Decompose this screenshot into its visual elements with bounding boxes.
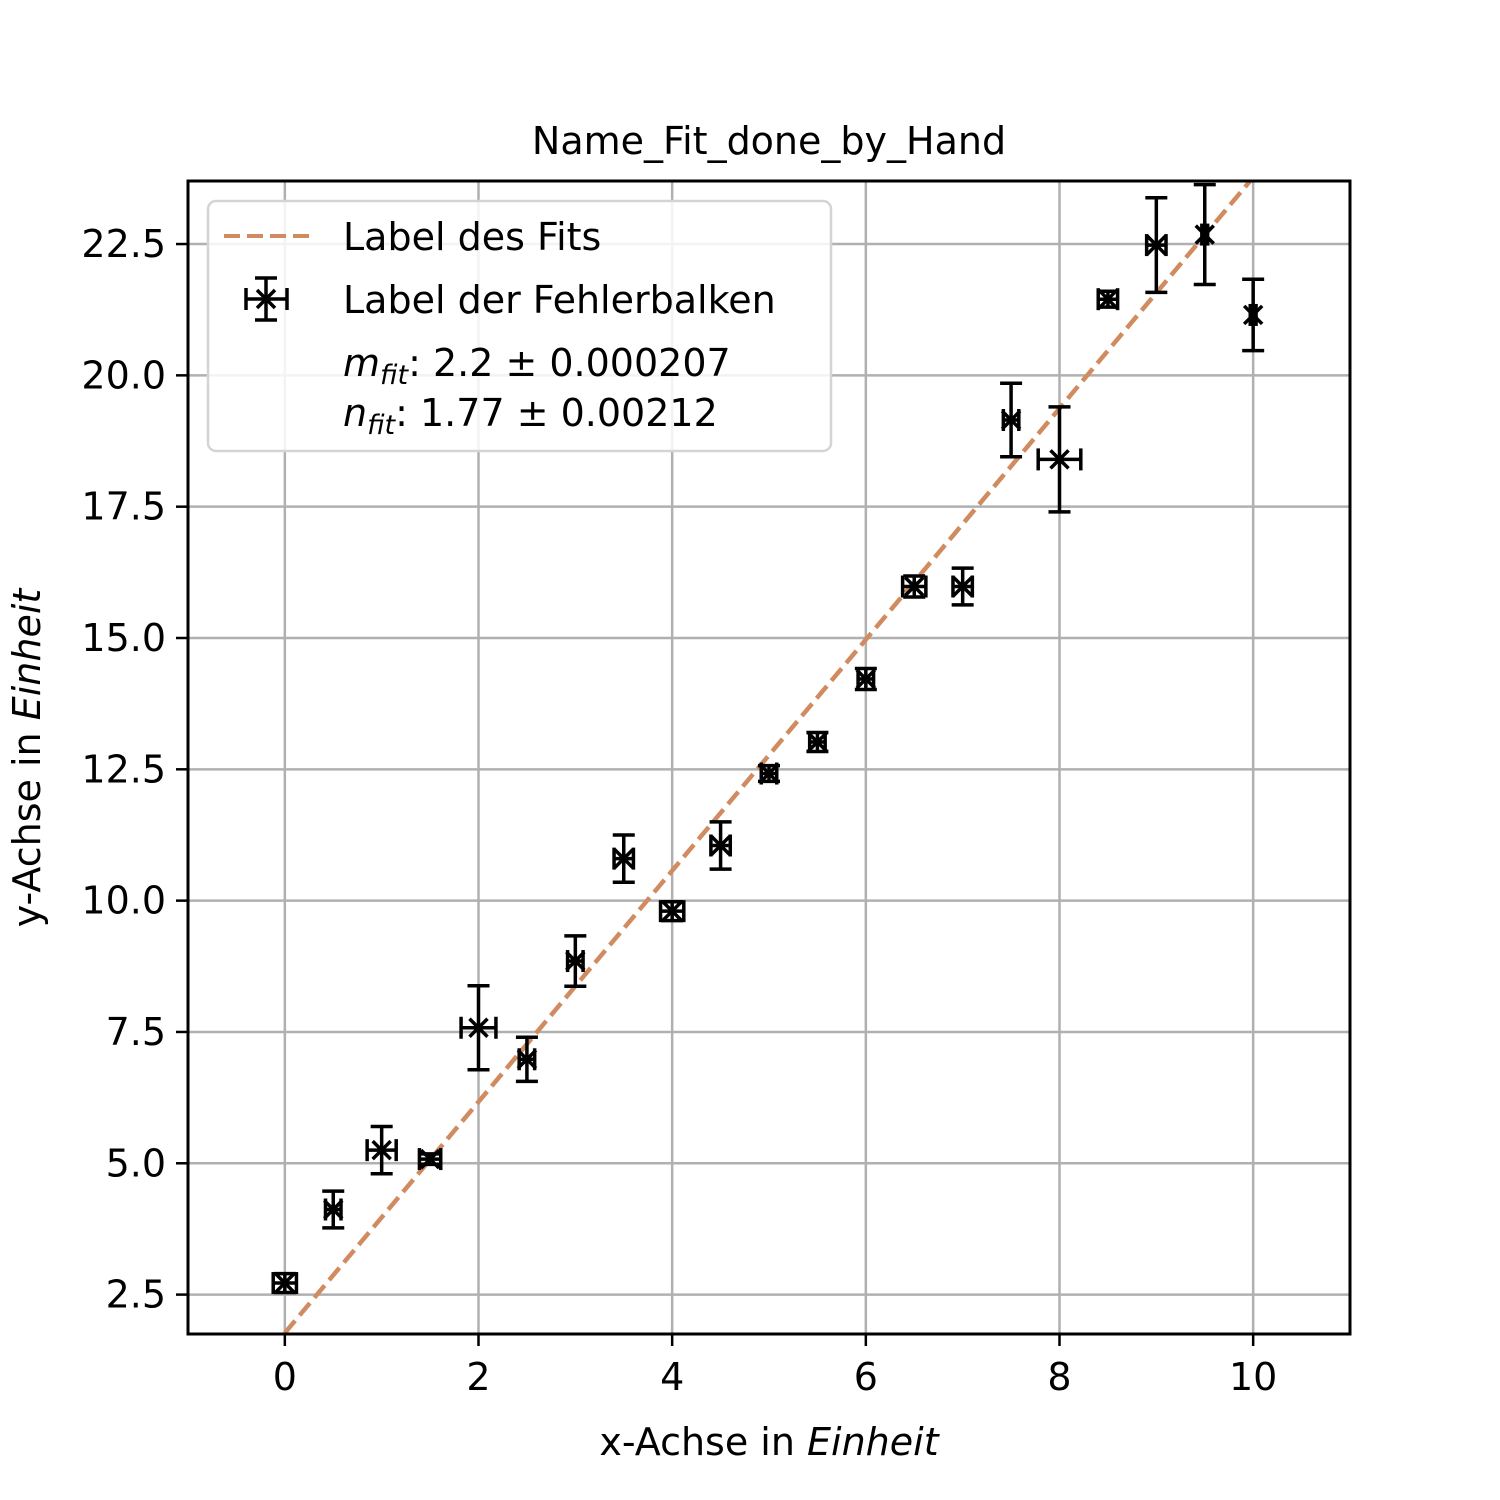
x-tick-label: 0	[273, 1355, 297, 1399]
x-marker	[1242, 304, 1264, 326]
legend-fit-label: Label des Fits	[343, 215, 601, 259]
y-tick-label: 10.0	[81, 879, 166, 923]
fit-layer	[283, 181, 1254, 1334]
data-point	[612, 833, 636, 885]
x-marker	[565, 950, 586, 972]
x-tick-label: 2	[466, 1355, 490, 1399]
y-axis-label-prefix: y-Achse in	[5, 720, 49, 927]
x-tick-label: 10	[1229, 1355, 1277, 1399]
annotation-m-symbol: m	[343, 341, 380, 385]
data-point	[951, 566, 975, 607]
data-point	[459, 983, 498, 1072]
y-axis-ticks: 2.5 5.0 7.5 10.0 12.5 15.0 17.5 20.0 22.5	[81, 222, 188, 1317]
data-point	[1000, 381, 1023, 459]
x-marker	[516, 1049, 538, 1070]
y-tick-label: 2.5	[106, 1273, 166, 1317]
x-marker	[904, 576, 925, 597]
annotation-m-subscript: fit	[380, 360, 409, 391]
x-axis-label-prefix: x-Achse in	[599, 1420, 807, 1464]
x-tick-label: 8	[1047, 1355, 1071, 1399]
data-point	[900, 574, 928, 599]
data-point	[758, 762, 780, 785]
data-points	[271, 182, 1265, 1295]
annotation-m-fit: mfit: 2.2 ± 0.000207	[343, 341, 731, 391]
x-marker	[468, 1017, 489, 1038]
annotation-n-subscript: fit	[367, 410, 396, 441]
annotation-n-text: : 1.77 ± 0.00212	[395, 391, 718, 435]
x-marker	[1194, 224, 1215, 245]
x-axis-label-unit: Einheit	[807, 1420, 941, 1464]
data-point	[806, 730, 829, 754]
x-marker	[1097, 288, 1119, 310]
data-point	[271, 1271, 299, 1295]
data-point	[322, 1189, 345, 1230]
x-marker	[1000, 409, 1022, 431]
y-tick-label: 12.5	[81, 747, 166, 791]
x-axis-ticks: 0 2 4 6 8 10	[273, 1334, 1277, 1399]
annotation-n-fit: nfit: 1.77 ± 0.00212	[343, 391, 718, 441]
annotation-n-symbol: n	[343, 391, 367, 435]
y-tick-label: 22.5	[81, 222, 166, 266]
x-marker	[661, 900, 683, 922]
y-tick-label: 17.5	[81, 485, 166, 529]
x-marker	[807, 731, 828, 753]
x-marker	[855, 668, 877, 690]
x-marker	[952, 576, 973, 597]
data-point	[1144, 196, 1168, 295]
y-tick-label: 5.0	[106, 1141, 166, 1185]
x-marker	[419, 1148, 441, 1170]
x-marker	[323, 1199, 344, 1220]
x-marker	[274, 1272, 296, 1294]
legend-box	[206, 199, 833, 453]
data-point	[564, 934, 587, 989]
y-tick-label: 15.0	[81, 616, 166, 660]
x-marker	[710, 835, 731, 856]
data-point	[854, 666, 877, 692]
data-point	[1096, 288, 1120, 311]
data-point	[515, 1035, 538, 1084]
data-point	[417, 1148, 443, 1171]
fit-line	[283, 181, 1254, 1334]
x-marker	[371, 1139, 392, 1161]
legend-errorbar-label: Label der Fehlerbalken	[343, 278, 776, 322]
data-point	[1242, 277, 1265, 353]
data-point	[709, 820, 733, 871]
data-point	[1036, 405, 1083, 514]
data-point	[658, 899, 686, 923]
legend: Label des Fits Label der Fehlerbalken mf…	[206, 199, 833, 453]
x-marker	[1146, 234, 1167, 256]
x-tick-label: 4	[660, 1355, 684, 1399]
x-marker	[1049, 449, 1070, 470]
x-tick-label: 6	[854, 1355, 878, 1399]
y-tick-label: 20.0	[81, 353, 166, 397]
chart-title: Name_Fit_done_by_Hand	[532, 119, 1006, 163]
x-marker	[613, 848, 634, 869]
x-axis-label: x-Achse in Einheit	[599, 1420, 940, 1464]
x-marker	[758, 763, 780, 784]
legend-errorbar-swatch	[244, 276, 289, 322]
x-marker	[255, 288, 277, 310]
y-axis-label-unit: Einheit	[5, 587, 49, 721]
plot-frame	[186, 179, 1352, 1336]
data-point	[365, 1124, 398, 1176]
y-axis-label: y-Achse in Einheit	[5, 587, 49, 928]
legend-errorbar-symbol	[244, 276, 289, 322]
y-tick-label: 7.5	[106, 1010, 166, 1054]
annotation-m-text: : 2.2 ± 0.000207	[408, 341, 731, 385]
data-point	[1193, 182, 1216, 287]
